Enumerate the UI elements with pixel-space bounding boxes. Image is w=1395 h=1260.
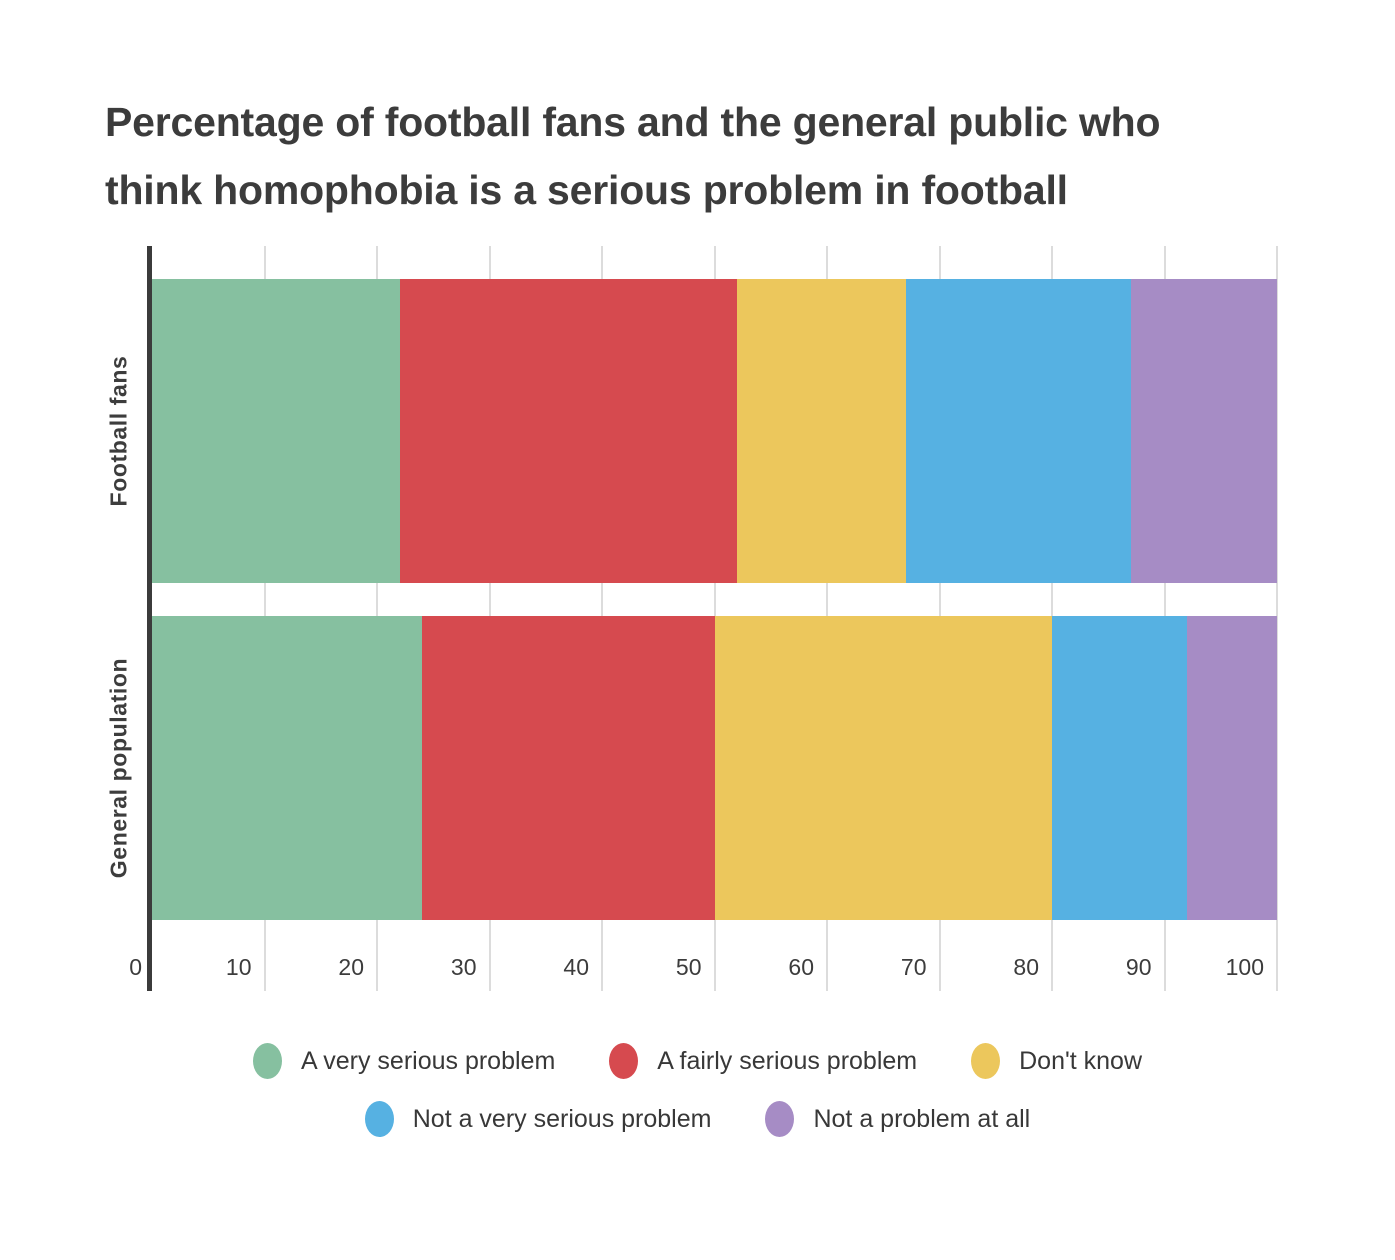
- x-tick-80: 80: [1013, 954, 1039, 980]
- y-axis-line: [147, 246, 152, 991]
- legend-dot-not-a-problem-at-all: [765, 1101, 795, 1137]
- x-tick-60: 60: [788, 954, 814, 980]
- bar-segment-football-fans-a-very-serious-problem[interactable]: [152, 279, 400, 583]
- legend-dot-don-t-know: [971, 1043, 1001, 1079]
- chart-legend: A very serious problem A fairly serious p…: [0, 1043, 1395, 1137]
- legend-label-not-a-very-serious-problem: Not a very serious problem: [412, 1104, 712, 1133]
- category-label-general-population: General population: [105, 657, 132, 879]
- legend-label-a-fairly-serious-problem: A fairly serious problem: [657, 1046, 918, 1075]
- bar-row-football-fans: [152, 279, 1277, 583]
- x-tick-10: 10: [225, 954, 252, 980]
- chart-title: Percentage of football fans and the gene…: [105, 88, 1265, 224]
- legend-dot-a-fairly-serious-problem: [609, 1043, 639, 1079]
- bar-segment-general-population-a-fairly-serious-problem[interactable]: [422, 616, 715, 920]
- x-tick-100: 100: [1225, 954, 1264, 980]
- chart-title-line-1: Percentage of football fans and the gene…: [105, 99, 1161, 145]
- legend-label-not-a-problem-at-all: Not a problem at all: [813, 1104, 1031, 1133]
- legend-row-2: Not a very serious problem Not a problem …: [364, 1101, 1030, 1137]
- x-tick-40: 40: [563, 954, 589, 980]
- legend-label-a-very-serious-problem: A very serious problem: [301, 1046, 556, 1075]
- legend-item-a-fairly-serious-problem[interactable]: A fairly serious problem: [609, 1043, 917, 1079]
- legend-dot-not-a-very-serious-problem: [364, 1101, 394, 1137]
- x-tick-90: 90: [1125, 954, 1152, 980]
- legend-item-a-very-serious-problem[interactable]: A very serious problem: [253, 1043, 555, 1079]
- bar-segment-football-fans-not-a-problem-at-all[interactable]: [1130, 279, 1277, 583]
- bar-segment-general-population-don-t-know[interactable]: [714, 616, 1052, 920]
- legend-dot-a-very-serious-problem: [253, 1043, 282, 1079]
- bar-segment-football-fans-not-a-very-serious-problem[interactable]: [905, 279, 1131, 583]
- gridline-100: [1276, 246, 1278, 991]
- legend-row-1: A very serious problem A fairly serious p…: [253, 1043, 1142, 1079]
- bar-row-general-population: [152, 616, 1277, 920]
- legend-item-not-a-problem-at-all[interactable]: Not a problem at all: [765, 1101, 1030, 1137]
- bar-segment-general-population-a-very-serious-problem[interactable]: [152, 616, 422, 920]
- x-tick-50: 50: [675, 954, 702, 980]
- bar-segment-football-fans-don-t-know[interactable]: [737, 279, 906, 583]
- bar-segment-general-population-not-a-problem-at-all[interactable]: [1187, 616, 1277, 920]
- legend-label-don-t-know: Don't know: [1019, 1046, 1142, 1075]
- x-tick-30: 30: [450, 954, 477, 980]
- legend-item-not-a-very-serious-problem[interactable]: Not a very serious problem: [364, 1101, 712, 1137]
- legend-item-don-t-know[interactable]: Don't know: [971, 1043, 1142, 1079]
- chart-title-line-2: think homophobia is a serious problem in…: [105, 167, 1068, 213]
- bar-segment-general-population-not-a-very-serious-problem[interactable]: [1052, 616, 1187, 920]
- x-tick-70: 70: [900, 954, 927, 980]
- x-tick-0: 0: [129, 954, 142, 980]
- stacked-bar-chart: Football fans General population 0 10 20 30 40…: [106, 246, 1278, 991]
- bar-segment-football-fans-a-fairly-serious-problem[interactable]: [399, 279, 737, 583]
- category-label-football-fans: Football fans: [105, 355, 132, 507]
- x-tick-20: 20: [338, 954, 364, 980]
